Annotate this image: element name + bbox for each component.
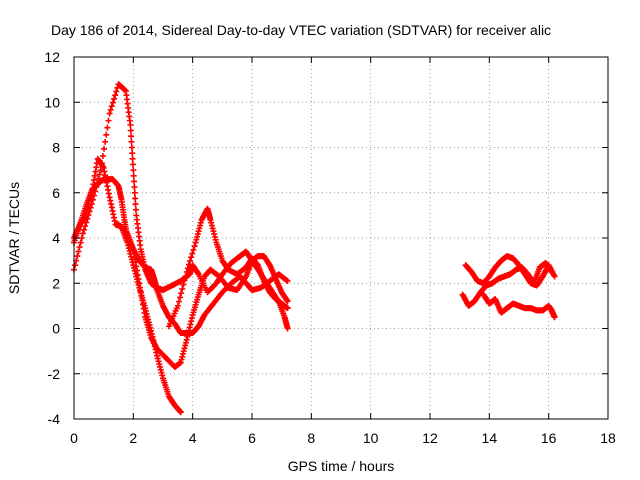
data-point bbox=[180, 281, 187, 288]
data-point bbox=[283, 277, 290, 284]
data-point bbox=[76, 244, 83, 251]
y-tick-label: 0 bbox=[52, 321, 60, 337]
y-tick-label: -2 bbox=[48, 366, 61, 382]
series-track-5 bbox=[165, 205, 291, 330]
x-tick-label: 12 bbox=[422, 430, 438, 446]
x-tick-label: 18 bbox=[600, 430, 616, 446]
x-tick-label: 14 bbox=[482, 430, 498, 446]
data-point bbox=[107, 106, 114, 113]
data-point bbox=[187, 257, 194, 264]
data-point bbox=[184, 265, 191, 272]
data-point bbox=[108, 103, 115, 110]
y-tick-label: 8 bbox=[52, 140, 60, 156]
data-point bbox=[284, 325, 291, 332]
data-point bbox=[113, 88, 120, 95]
data-point bbox=[109, 99, 116, 106]
x-tick-label: 8 bbox=[307, 430, 315, 446]
data-point bbox=[129, 155, 136, 162]
series-track-4 bbox=[115, 221, 291, 370]
series-track-8 bbox=[480, 291, 558, 321]
data-point bbox=[103, 131, 110, 138]
data-point bbox=[99, 152, 106, 159]
data-point bbox=[131, 178, 138, 185]
data-point bbox=[131, 184, 138, 191]
data-point bbox=[177, 294, 184, 301]
data-point bbox=[551, 314, 558, 321]
data-point bbox=[284, 277, 291, 284]
data-point bbox=[105, 117, 112, 124]
data-point bbox=[128, 133, 135, 140]
data-point bbox=[128, 138, 135, 145]
data-point bbox=[191, 243, 198, 250]
x-tick-label: 10 bbox=[363, 430, 379, 446]
data-point bbox=[188, 254, 195, 261]
data-point bbox=[190, 246, 197, 253]
data-point bbox=[106, 110, 113, 117]
data-point bbox=[284, 298, 291, 305]
data-point bbox=[127, 121, 134, 128]
y-axis-title: SDTVAR / TECUs bbox=[6, 182, 22, 294]
x-tick-label: 0 bbox=[70, 430, 78, 446]
data-point bbox=[96, 171, 103, 178]
data-point bbox=[129, 161, 136, 168]
y-tick-label: 12 bbox=[44, 49, 60, 65]
data-point bbox=[548, 268, 555, 275]
data-point bbox=[127, 127, 134, 134]
data-point bbox=[130, 167, 137, 174]
series-track-7 bbox=[459, 259, 555, 309]
data-point bbox=[128, 144, 135, 151]
data-point bbox=[174, 302, 181, 309]
data-point bbox=[178, 290, 185, 297]
data-point bbox=[183, 268, 190, 275]
x-tick-label: 4 bbox=[189, 430, 197, 446]
data-point bbox=[132, 195, 139, 202]
data-point bbox=[132, 201, 139, 208]
data-point bbox=[72, 262, 79, 269]
data-point bbox=[123, 229, 130, 236]
data-point bbox=[79, 230, 86, 237]
series-layer bbox=[71, 81, 558, 416]
y-tick-label: 10 bbox=[44, 94, 60, 110]
data-point bbox=[74, 253, 81, 260]
data-point bbox=[81, 226, 88, 233]
data-point bbox=[131, 189, 138, 196]
data-point bbox=[102, 138, 109, 145]
data-point bbox=[129, 150, 136, 157]
data-point bbox=[75, 248, 82, 255]
data-point bbox=[175, 298, 182, 305]
y-tick-label: -4 bbox=[48, 411, 61, 427]
data-point bbox=[111, 95, 118, 102]
x-axis-title: GPS time / hours bbox=[288, 458, 395, 474]
data-point bbox=[112, 92, 119, 99]
data-point bbox=[130, 172, 137, 179]
data-point bbox=[101, 145, 108, 152]
data-point bbox=[77, 239, 84, 246]
data-point bbox=[284, 305, 291, 312]
y-tick-label: 4 bbox=[52, 230, 60, 246]
data-point bbox=[181, 277, 188, 284]
y-tick-label: 2 bbox=[52, 275, 60, 291]
x-tick-label: 2 bbox=[129, 430, 137, 446]
x-tick-label: 16 bbox=[541, 430, 557, 446]
y-tick-label: 6 bbox=[52, 185, 60, 201]
x-tick-label: 6 bbox=[248, 430, 256, 446]
data-point bbox=[132, 206, 139, 213]
ticks: 0 2 4 6 8 10 12 14 16 18 -4 -2 0 2 4 6 8 10 12 bbox=[44, 49, 616, 446]
data-point bbox=[179, 285, 186, 292]
data-point bbox=[551, 273, 558, 280]
data-point bbox=[189, 250, 196, 257]
data-point bbox=[177, 409, 184, 416]
data-point bbox=[185, 261, 192, 268]
chart-title: Day 186 of 2014, Sidereal Day-to-day VTE… bbox=[51, 22, 551, 38]
data-point bbox=[182, 273, 189, 280]
data-point bbox=[104, 124, 111, 131]
data-point bbox=[82, 223, 89, 230]
data-point bbox=[121, 87, 128, 94]
